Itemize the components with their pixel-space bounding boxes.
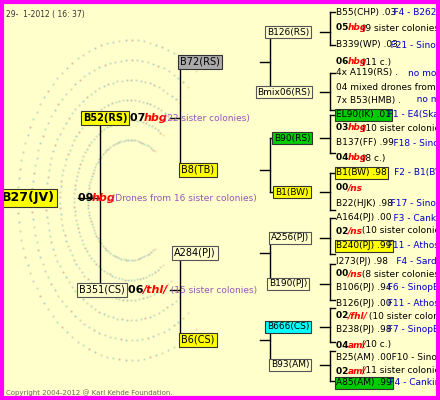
Text: B93(AM): B93(AM) xyxy=(271,360,309,370)
Text: B1(BW): B1(BW) xyxy=(275,188,309,196)
Text: F6 - SinopEgg86R: F6 - SinopEgg86R xyxy=(381,284,440,292)
Text: 02: 02 xyxy=(336,366,352,376)
Text: /ns: /ns xyxy=(348,184,363,192)
Text: F4 - Sardas193R: F4 - Sardas193R xyxy=(381,256,440,266)
Text: F17 - Sinop62R: F17 - Sinop62R xyxy=(381,198,440,208)
Text: B126(RS): B126(RS) xyxy=(267,28,309,36)
Text: /fhl/: /fhl/ xyxy=(348,312,367,320)
Text: A256(PJ): A256(PJ) xyxy=(271,234,309,242)
Text: F1 - E4(Skane-B): F1 - E4(Skane-B) xyxy=(381,110,440,120)
Text: (10 sister colonies): (10 sister colonies) xyxy=(367,312,440,320)
Text: 04 mixed drones from 11 breeder colo: 04 mixed drones from 11 breeder colo xyxy=(336,84,440,92)
Text: 02: 02 xyxy=(336,226,352,236)
Text: (11 c.): (11 c.) xyxy=(359,58,391,66)
Text: 07: 07 xyxy=(130,113,149,123)
Text: (10 sister colonies): (10 sister colonies) xyxy=(359,124,440,132)
Text: (9 sister colonies): (9 sister colonies) xyxy=(359,24,440,32)
Text: (8 sister colonies): (8 sister colonies) xyxy=(359,270,440,278)
Text: B666(CS): B666(CS) xyxy=(267,322,309,332)
Text: hbg: hbg xyxy=(348,154,367,162)
Text: A284(PJ): A284(PJ) xyxy=(174,248,216,258)
Text: F2 - B1(BW): F2 - B1(BW) xyxy=(374,168,440,178)
Text: (15 sister colonies): (15 sister colonies) xyxy=(165,286,257,294)
Text: /ns: /ns xyxy=(348,226,363,236)
Text: no more: no more xyxy=(385,96,440,104)
Text: am/: am/ xyxy=(348,340,366,350)
Text: B1(BW) .98: B1(BW) .98 xyxy=(336,168,387,178)
Text: B90(RS): B90(RS) xyxy=(274,134,310,142)
Text: B6(CS): B6(CS) xyxy=(181,335,215,345)
Text: EL90(IK) .01: EL90(IK) .01 xyxy=(336,110,391,120)
Text: 4x A119(RS) .: 4x A119(RS) . xyxy=(336,68,398,78)
Text: 00: 00 xyxy=(336,184,352,192)
Text: no more: no more xyxy=(385,68,440,78)
Text: (10 c.): (10 c.) xyxy=(359,340,391,350)
Text: Bmix06(RS): Bmix06(RS) xyxy=(257,88,311,96)
Text: 7x B53(HMB) .: 7x B53(HMB) . xyxy=(336,96,401,104)
Text: A85(AM) .99: A85(AM) .99 xyxy=(336,378,392,388)
Text: B27(JV): B27(JV) xyxy=(1,192,55,204)
Text: I273(PJ) .98: I273(PJ) .98 xyxy=(336,256,388,266)
Text: B240(PJ) .99: B240(PJ) .99 xyxy=(336,242,391,250)
Text: 00: 00 xyxy=(336,270,352,278)
Text: 06: 06 xyxy=(128,285,147,295)
Text: 06: 06 xyxy=(336,58,352,66)
Text: F11 - AthosSt80R: F11 - AthosSt80R xyxy=(381,242,440,250)
Text: B106(PJ) .94: B106(PJ) .94 xyxy=(336,284,392,292)
Text: B126(PJ) .00: B126(PJ) .00 xyxy=(336,298,392,308)
Text: (8 c.): (8 c.) xyxy=(359,154,385,162)
Text: F4 - B262(NE): F4 - B262(NE) xyxy=(381,8,440,16)
Text: am/: am/ xyxy=(348,366,366,376)
Text: hbg: hbg xyxy=(348,124,367,132)
Text: hbg: hbg xyxy=(348,58,367,66)
Text: 05: 05 xyxy=(336,24,352,32)
Text: 29-  1-2012 ( 16: 37): 29- 1-2012 ( 16: 37) xyxy=(6,10,85,19)
Text: B72(RS): B72(RS) xyxy=(180,57,220,67)
Text: F4 - Cankiri97Q: F4 - Cankiri97Q xyxy=(378,378,440,388)
Text: B351(CS): B351(CS) xyxy=(79,285,125,295)
Text: F3 - Cankiri97Q: F3 - Cankiri97Q xyxy=(381,214,440,222)
Text: B339(WP) .03: B339(WP) .03 xyxy=(336,40,398,50)
Text: B22(HJK) .98: B22(HJK) .98 xyxy=(336,198,393,208)
Text: B25(AM) .00F10 - SinopEgg86R: B25(AM) .00F10 - SinopEgg86R xyxy=(336,354,440,362)
Text: B190(PJ): B190(PJ) xyxy=(269,280,307,288)
Text: B8(TB): B8(TB) xyxy=(181,165,215,175)
Text: F11 - AthosSt80R: F11 - AthosSt80R xyxy=(381,298,440,308)
Text: hbg: hbg xyxy=(144,113,168,123)
Text: /ns: /ns xyxy=(348,270,363,278)
Text: . (Drones from 16 sister colonies): . (Drones from 16 sister colonies) xyxy=(106,194,257,202)
Text: F7 - SinopEgg86R: F7 - SinopEgg86R xyxy=(381,326,440,334)
Text: /thl/: /thl/ xyxy=(142,285,167,295)
Text: 04: 04 xyxy=(336,340,352,350)
Text: B137(FF) .99: B137(FF) .99 xyxy=(336,138,394,148)
Text: F18 - Sinop62R: F18 - Sinop62R xyxy=(381,138,440,148)
Text: B55(CHP) .03: B55(CHP) .03 xyxy=(336,8,396,16)
Text: Copyright 2004-2012 @ Karl Kehde Foundation.: Copyright 2004-2012 @ Karl Kehde Foundat… xyxy=(6,389,172,396)
Text: (10 sister colonies): (10 sister colonies) xyxy=(359,226,440,236)
Text: B238(PJ) .98: B238(PJ) .98 xyxy=(336,326,392,334)
Text: 09: 09 xyxy=(78,193,97,203)
Text: 04: 04 xyxy=(336,154,352,162)
Text: 03: 03 xyxy=(336,124,352,132)
Text: F21 - Sinop62R: F21 - Sinop62R xyxy=(381,40,440,50)
Text: A164(PJ) .00: A164(PJ) .00 xyxy=(336,214,392,222)
Text: hbg: hbg xyxy=(348,24,367,32)
Text: (11 sister colonies): (11 sister colonies) xyxy=(359,366,440,376)
Text: hbg: hbg xyxy=(92,193,116,203)
Text: (22 sister colonies): (22 sister colonies) xyxy=(158,114,249,122)
Text: 02: 02 xyxy=(336,312,352,320)
Text: B52(RS): B52(RS) xyxy=(83,113,127,123)
